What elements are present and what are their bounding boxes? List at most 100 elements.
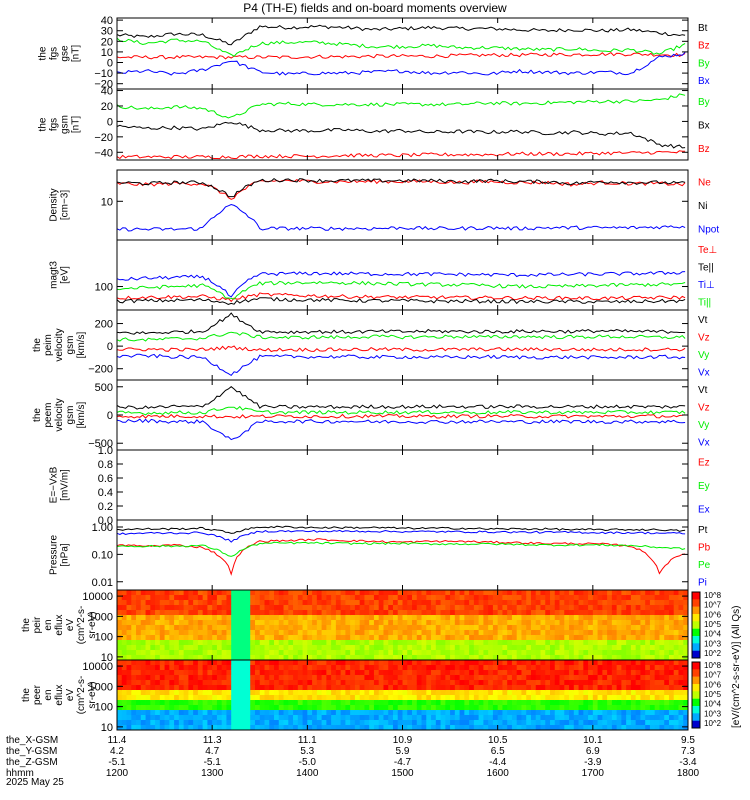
heatmap-cell: [226, 655, 232, 661]
heatmap-cell: [307, 595, 313, 601]
heatmap-cell: [321, 635, 327, 641]
heatmap-cell: [150, 605, 156, 611]
heatmap-cell: [269, 680, 275, 686]
heatmap-cell: [121, 595, 127, 601]
heatmap-cell: [540, 710, 546, 716]
panel-frame: [116, 449, 689, 521]
heatmap-cell: [416, 590, 422, 596]
heatmap-cell: [440, 615, 446, 621]
heatmap-cell: [550, 705, 556, 711]
heatmap-cell: [340, 605, 346, 611]
heatmap-cell: [664, 645, 670, 651]
heatmap-cell: [174, 675, 180, 681]
heatmap-cell: [178, 615, 185, 621]
heatmap-cell: [269, 670, 275, 676]
y-tick-label: 10000: [82, 591, 113, 603]
heatmap-cell: [378, 715, 384, 721]
heatmap-cell: [155, 700, 161, 706]
heatmap-cell: [145, 650, 151, 656]
heatmap-cell: [392, 645, 399, 651]
heatmap-cell: [473, 655, 480, 661]
heatmap-cell: [578, 695, 584, 701]
series-line-Te||: [116, 296, 686, 305]
heatmap-cell: [497, 610, 503, 616]
heatmap-cell: [350, 660, 356, 666]
heatmap-cell: [359, 670, 365, 676]
heatmap-cell: [335, 600, 342, 606]
heatmap-cell: [597, 640, 603, 646]
heatmap-cell: [164, 650, 170, 656]
heatmap-cell: [431, 690, 437, 696]
heatmap-cell: [502, 645, 508, 651]
heatmap-cell: [335, 635, 342, 641]
heatmap-cell: [259, 670, 265, 676]
heatmap-cell: [440, 670, 446, 676]
heatmap-cell: [569, 675, 575, 681]
heatmap-cell: [407, 615, 413, 621]
heatmap-cell: [421, 670, 427, 676]
heatmap-cell: [197, 650, 204, 656]
heatmap-cell: [473, 680, 480, 686]
heatmap-cell: [126, 690, 132, 696]
colorbar-swatch: [692, 684, 700, 692]
heatmap-cell: [392, 640, 399, 646]
heatmap-cell: [259, 725, 265, 731]
heatmap-cell: [245, 660, 251, 666]
heatmap-cell: [611, 600, 618, 606]
heatmap-cell: [307, 635, 313, 641]
heatmap-cell: [440, 680, 446, 686]
heatmap-cell: [178, 690, 185, 696]
heatmap-cell: [169, 600, 175, 606]
heatmap-cell: [583, 685, 589, 691]
heatmap-cell: [388, 675, 394, 681]
heatmap-cell: [326, 640, 332, 646]
heatmap-cell: [150, 710, 156, 716]
heatmap-cell: [550, 595, 556, 601]
heatmap-cell: [202, 680, 208, 686]
heatmap-cell: [640, 620, 646, 626]
heatmap-cell: [364, 685, 370, 691]
heatmap-cell: [640, 645, 646, 651]
heatmap-cell: [421, 615, 427, 621]
heatmap-cell: [250, 700, 256, 706]
heatmap-cell: [212, 650, 218, 656]
heatmap-cell: [136, 685, 142, 691]
legend-Vy: Vy: [698, 420, 709, 431]
heatmap-cell: [312, 695, 318, 701]
heatmap-cell: [316, 590, 323, 596]
heatmap-cell: [302, 630, 308, 636]
heatmap-cell: [207, 605, 213, 611]
heatmap-cell: [569, 705, 575, 711]
heatmap-cell: [573, 675, 579, 681]
heatmap-cell: [221, 725, 227, 731]
heatmap-cell: [331, 590, 337, 596]
heatmap-cell: [207, 710, 213, 716]
heatmap-cell: [193, 700, 199, 706]
heatmap-cell: [150, 715, 156, 721]
heatmap-cell: [530, 630, 537, 636]
heatmap-cell: [469, 715, 475, 721]
heatmap-cell: [212, 655, 218, 661]
heatmap-cell: [155, 600, 161, 606]
heatmap-cell: [202, 715, 208, 721]
heatmap-cell: [621, 650, 627, 656]
heatmap-cell: [188, 670, 194, 676]
heatmap-cell: [350, 700, 356, 706]
heatmap-cell: [269, 595, 275, 601]
heatmap-cell: [407, 725, 413, 731]
heatmap-cell: [178, 685, 185, 691]
heatmap-cell: [454, 700, 460, 706]
heatmap-cell: [507, 615, 513, 621]
heatmap-cell: [221, 705, 227, 711]
heatmap-cell: [188, 635, 194, 641]
heatmap-cell: [302, 710, 308, 716]
heatmap-cell: [283, 695, 289, 701]
heatmap-cell: [526, 695, 532, 701]
heatmap-cell: [269, 715, 275, 721]
heatmap-cell: [602, 720, 608, 726]
heatmap-cell: [668, 590, 675, 596]
heatmap-cell: [602, 600, 608, 606]
heatmap-cell: [226, 590, 232, 596]
heatmap-cell: [516, 705, 522, 711]
